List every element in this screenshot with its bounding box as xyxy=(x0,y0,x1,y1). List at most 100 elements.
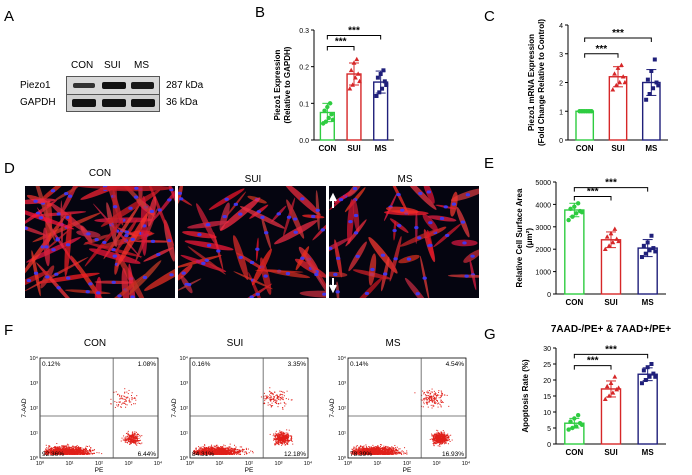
event-dot xyxy=(128,401,130,403)
event-dot xyxy=(63,449,65,451)
event-dot xyxy=(68,451,70,453)
event-dot xyxy=(279,434,281,436)
event-dot xyxy=(52,450,54,452)
data-point xyxy=(579,109,584,114)
event-dot xyxy=(117,393,119,395)
bar xyxy=(575,110,595,141)
data-point xyxy=(649,362,654,366)
event-dot xyxy=(223,444,225,446)
event-dot xyxy=(217,450,219,452)
data-point xyxy=(574,211,579,216)
nucleus xyxy=(406,257,412,261)
event-dot xyxy=(276,403,278,405)
event-dot xyxy=(279,393,281,395)
event-dot xyxy=(279,436,281,438)
event-dot xyxy=(270,392,272,394)
event-dot xyxy=(64,449,66,451)
event-dot xyxy=(281,440,283,442)
event-dot xyxy=(68,447,70,449)
event-dot xyxy=(242,450,244,452)
event-dot xyxy=(128,435,130,437)
event-dot xyxy=(55,449,57,451)
y-tick-label: 30 xyxy=(543,346,551,353)
event-dot xyxy=(198,451,200,453)
event-dot xyxy=(279,390,281,392)
event-dot xyxy=(210,451,212,453)
event-dot xyxy=(282,391,284,393)
event-dot xyxy=(120,406,122,408)
y-tick-label: 2 xyxy=(559,81,563,88)
event-dot xyxy=(288,429,290,431)
event-dot xyxy=(60,450,62,452)
event-dot xyxy=(134,397,136,399)
event-dot xyxy=(281,440,283,442)
data-point xyxy=(384,83,389,87)
event-dot xyxy=(281,434,283,436)
event-dot xyxy=(277,433,279,435)
event-dot xyxy=(229,452,231,454)
event-dot xyxy=(276,394,278,396)
data-point xyxy=(327,101,333,106)
event-dot xyxy=(220,446,222,448)
event-dot xyxy=(81,450,83,452)
event-dot xyxy=(126,404,128,406)
event-dot xyxy=(73,451,75,453)
event-dot xyxy=(125,438,127,440)
event-dot xyxy=(222,448,224,450)
event-dot xyxy=(132,437,134,439)
event-dot xyxy=(128,399,130,401)
event-dot xyxy=(236,449,238,451)
bar-chart-g: 7AAD-/PE+ & 7AAD+/PE+051015202530Apoptos… xyxy=(521,324,671,457)
event-dot xyxy=(60,449,62,451)
event-dot xyxy=(245,449,247,451)
event-dot xyxy=(54,450,56,452)
nucleus xyxy=(249,295,254,298)
event-dot xyxy=(208,451,210,453)
event-dot xyxy=(224,450,226,452)
event-dot xyxy=(275,435,277,437)
event-dot xyxy=(282,439,284,441)
event-dot xyxy=(72,445,74,447)
event-dot xyxy=(67,446,69,448)
event-dot xyxy=(121,403,123,405)
event-dot xyxy=(68,446,70,448)
data-point xyxy=(375,75,380,80)
event-dot xyxy=(46,450,48,452)
event-dot xyxy=(139,439,141,441)
nucleus xyxy=(428,221,433,225)
event-dot xyxy=(46,453,48,455)
event-dot xyxy=(285,398,287,400)
event-dot xyxy=(68,448,70,450)
event-dot xyxy=(131,436,133,438)
data-point xyxy=(652,57,657,62)
event-dot xyxy=(87,452,89,454)
event-dot xyxy=(196,451,198,453)
event-dot xyxy=(277,443,279,445)
event-dot xyxy=(273,400,275,402)
event-dot xyxy=(134,441,136,443)
event-dot xyxy=(79,449,81,451)
event-dot xyxy=(283,435,285,437)
event-dot xyxy=(224,445,226,447)
x-axis-label: PE xyxy=(245,467,254,474)
event-dot xyxy=(227,451,229,453)
y-tick-label: 10¹ xyxy=(30,431,38,437)
event-dot xyxy=(275,443,277,445)
event-dot xyxy=(204,445,206,447)
event-dot xyxy=(134,397,136,399)
event-dot xyxy=(208,447,210,449)
nucleus xyxy=(64,192,69,196)
event-dot xyxy=(212,447,214,449)
event-dot xyxy=(202,450,204,452)
nucleus xyxy=(102,240,107,245)
event-dot xyxy=(58,453,60,455)
event-dot xyxy=(206,450,208,452)
event-dot xyxy=(279,396,281,398)
arrow-up-icon xyxy=(329,192,337,208)
event-dot xyxy=(205,452,207,454)
event-dot xyxy=(287,443,289,445)
significance-bracket xyxy=(573,365,612,370)
event-dot xyxy=(210,450,212,452)
nucleus xyxy=(293,230,298,234)
